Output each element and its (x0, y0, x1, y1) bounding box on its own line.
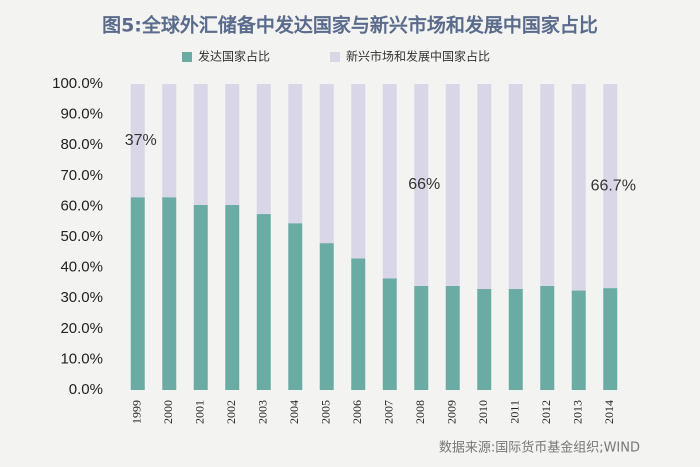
bar-segment (571, 84, 586, 291)
bar-segment (162, 197, 177, 390)
bar-segment (162, 84, 177, 198)
x-tick-label: 2004 (287, 400, 301, 424)
bar-segment (540, 84, 555, 286)
y-tick-label: 60.0% (60, 197, 103, 214)
x-tick-label: 2010 (476, 400, 490, 424)
x-tick-label: 2007 (382, 400, 396, 424)
x-tick-label: 2000 (161, 400, 175, 424)
x-tick-label: 2011 (508, 400, 522, 424)
value-label: 66% (408, 176, 440, 193)
chart-title: 图5:全球外汇储备中发达国家与新兴市场和发展中国家占比 (102, 14, 598, 37)
x-tick-label: 2003 (256, 400, 270, 424)
bar-segment (477, 289, 492, 390)
bar-segment (508, 84, 523, 290)
x-tick-label: 2001 (193, 400, 207, 424)
y-tick-label: 30.0% (60, 289, 103, 306)
bar-segment (382, 278, 397, 390)
bar-segment (477, 84, 492, 290)
bar-segment (445, 84, 460, 286)
bar-segment (288, 223, 303, 390)
legend-swatch (330, 52, 340, 62)
bar-segment (225, 84, 240, 205)
y-tick-label: 100.0% (52, 75, 103, 92)
bar-segment (571, 290, 586, 390)
bar-segment (445, 285, 460, 390)
y-tick-label: 10.0% (60, 350, 103, 367)
x-tick-label: 2012 (539, 400, 553, 424)
x-tick-label: 2014 (602, 400, 616, 424)
y-tick-label: 0.0% (69, 381, 103, 398)
x-tick-label: 2013 (571, 400, 585, 424)
x-tick-label: 2005 (319, 400, 333, 424)
bar-segment (603, 288, 618, 390)
bar-segment (256, 214, 271, 390)
bar-segment (351, 84, 366, 259)
bar-segment (414, 285, 429, 390)
y-tick-label: 50.0% (60, 228, 103, 245)
bar-segment (319, 84, 334, 244)
bar-segment (603, 84, 618, 289)
bar-segment (414, 84, 429, 286)
x-tick-label: 2002 (224, 400, 238, 424)
legend-swatch (182, 52, 192, 62)
y-tick-label: 20.0% (60, 320, 103, 337)
bar-segment (351, 258, 366, 390)
x-tick-label: 2009 (445, 400, 459, 424)
y-tick-label: 40.0% (60, 259, 103, 276)
bar-segment (130, 84, 145, 198)
x-tick-label: 1999 (130, 400, 144, 424)
bar-segment (508, 289, 523, 390)
bar-segment (540, 285, 555, 390)
y-tick-label: 80.0% (60, 136, 103, 153)
bar-segment (193, 84, 208, 205)
bar-segment (225, 204, 240, 390)
x-tick-label: 2006 (350, 400, 364, 424)
bar-segment (130, 197, 145, 390)
legend-label: 发达国家占比 (198, 49, 270, 64)
value-label: 66.7% (591, 177, 636, 194)
x-tick-label: 2008 (413, 400, 427, 424)
source: 数据来源:国际货币基金组织;WIND (439, 440, 640, 456)
y-tick-label: 70.0% (60, 167, 103, 184)
bar-segment (382, 84, 397, 279)
bar-segment (288, 84, 303, 224)
bar-segment (256, 84, 271, 215)
bar-segment (193, 204, 208, 390)
value-label: 37% (125, 132, 157, 149)
y-tick-label: 90.0% (60, 106, 103, 123)
legend-label: 新兴市场和发展中国家占比 (346, 49, 490, 64)
bar-segment (319, 243, 334, 390)
